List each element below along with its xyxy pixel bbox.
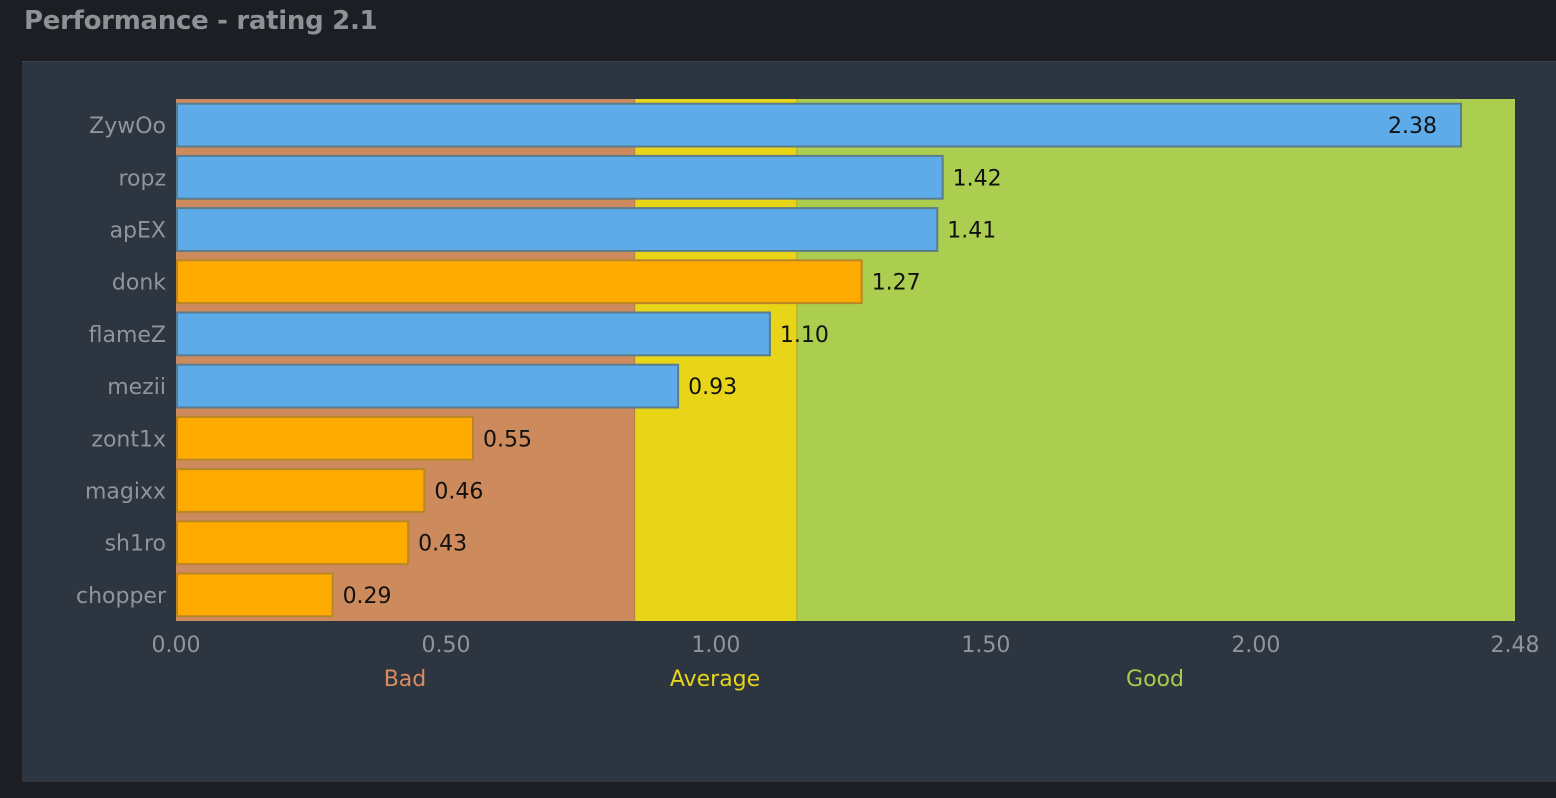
category-label: ZywOo xyxy=(89,114,166,139)
category-label: sh1ro xyxy=(105,532,166,557)
value-label: 1.10 xyxy=(780,323,829,348)
category-label: chopper xyxy=(76,584,167,609)
category-label: zont1x xyxy=(91,427,166,452)
value-label: 0.55 xyxy=(483,427,532,452)
category-labels: ZywOo ropz apEX donk flameZ mezii zont1x magixx… xyxy=(76,114,167,609)
bars xyxy=(176,102,1463,618)
value-labels: 2.38 1.42 1.41 1.27 1.10 0.93 0.55 0.46 0.43 0.29 xyxy=(343,114,1437,609)
value-label: 1.27 xyxy=(872,271,921,296)
x-axis-ticks: 0.00 0.50 1.00 1.50 2.00 2.48 xyxy=(152,633,1540,658)
x-tick-label: 1.00 xyxy=(691,633,740,658)
x-tick-label: 0.50 xyxy=(421,633,470,658)
category-label: mezii xyxy=(107,375,166,400)
value-label: 0.43 xyxy=(418,532,467,557)
zone-label-good: Good xyxy=(1126,667,1184,692)
bar-mezii xyxy=(176,363,680,409)
category-label: flameZ xyxy=(89,323,166,348)
bar-apex xyxy=(176,207,939,252)
x-tick-label: 2.48 xyxy=(1491,633,1540,658)
category-label: apEX xyxy=(110,219,166,244)
value-label: 1.41 xyxy=(947,219,996,244)
zone-label-average: Average xyxy=(670,667,760,692)
chart-panel: ZywOo ropz apEX donk flameZ mezii zont1x magixx… xyxy=(22,61,1556,782)
bar-zont1x xyxy=(176,415,474,461)
value-label: 1.42 xyxy=(953,166,1002,191)
value-label: 0.46 xyxy=(434,480,483,505)
value-label: 0.93 xyxy=(688,375,737,400)
bar-chart: ZywOo ropz apEX donk flameZ mezii zont1x magixx… xyxy=(76,99,1540,692)
x-tick-label: 0.00 xyxy=(152,633,201,658)
zone-labels: Bad Average Good xyxy=(384,667,1184,692)
bar-ropz xyxy=(176,154,944,200)
category-label: donk xyxy=(112,271,166,296)
value-label: 2.38 xyxy=(1388,114,1437,139)
page-title: Performance - rating 2.1 xyxy=(24,6,378,36)
x-tick-label: 2.00 xyxy=(1231,633,1280,658)
bar-magixx xyxy=(176,468,426,513)
category-label: magixx xyxy=(85,480,166,505)
category-label: ropz xyxy=(118,166,166,191)
value-label: 0.29 xyxy=(343,584,392,609)
bar-donk xyxy=(176,259,863,305)
x-tick-label: 1.50 xyxy=(961,633,1010,658)
bar-flamez xyxy=(176,311,771,357)
bar-chopper xyxy=(176,572,334,618)
zone-label-bad: Bad xyxy=(384,667,427,692)
bar-sh1ro xyxy=(176,520,410,566)
bar-zywoo xyxy=(176,102,1463,148)
